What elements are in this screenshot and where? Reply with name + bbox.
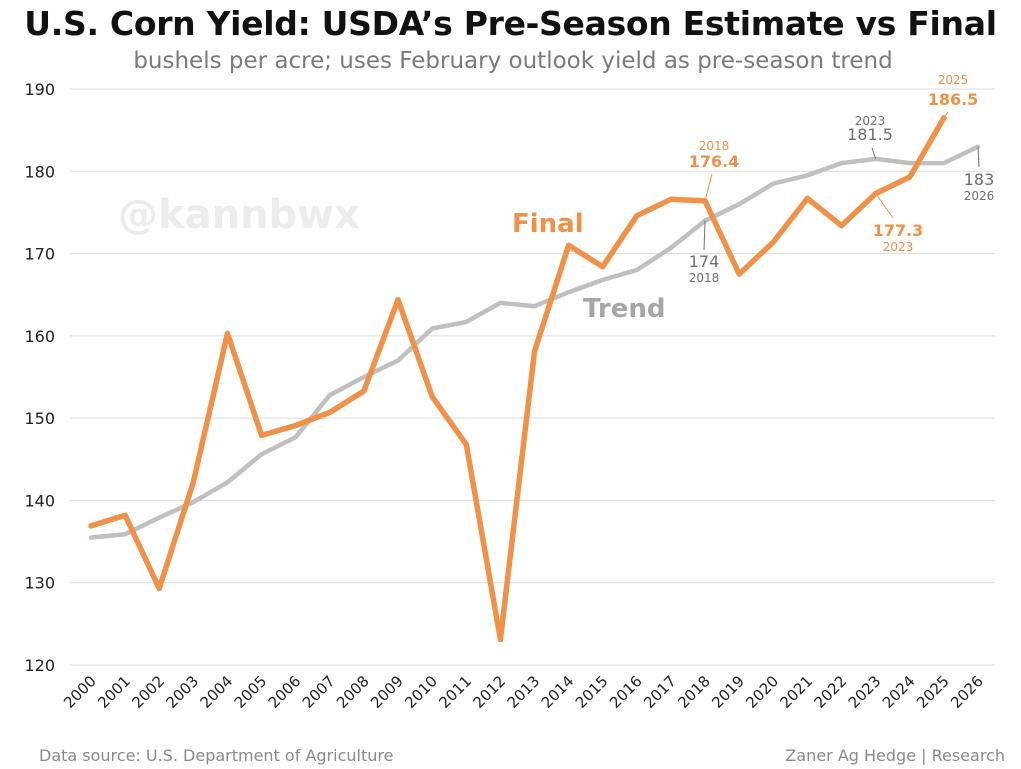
annotation-value: 177.3 <box>873 221 924 240</box>
y-axis-ticks: 120 130 140 150 160 170 180 190 <box>24 80 55 675</box>
x-tick-label: 2024 <box>879 672 919 712</box>
x-tick-label: 2011 <box>435 672 475 712</box>
x-tick-label: 2001 <box>94 672 134 712</box>
x-tick-label: 2009 <box>367 672 407 712</box>
x-tick-label: 2002 <box>128 672 168 712</box>
x-tick-label: 2012 <box>469 672 509 712</box>
series-labels: Final Trend <box>512 209 665 324</box>
y-tick-label: 190 <box>24 80 55 99</box>
annotation-year: 2025 <box>938 73 969 87</box>
annotation-value: 176.4 <box>689 152 740 171</box>
annotation-year: 2023 <box>883 240 914 254</box>
x-tick-label: 2023 <box>845 672 885 712</box>
y-tick-label: 130 <box>24 574 55 593</box>
x-tick-label: 2026 <box>947 672 987 712</box>
annotation-leader <box>977 146 980 168</box>
annotation-year: 2018 <box>699 139 730 153</box>
y-tick-label: 120 <box>24 656 55 675</box>
chart-subtitle: bushels per acre; uses February outlook … <box>133 48 893 74</box>
x-tick-label: 2025 <box>913 672 953 712</box>
credit-note: Zaner Ag Hedge | Research <box>785 746 1005 765</box>
annotation-leader <box>875 193 894 219</box>
watermark: @kannbwx <box>118 192 360 238</box>
y-tick-label: 170 <box>24 245 55 264</box>
annotation-year: 2023 <box>855 114 886 128</box>
x-tick-label: 2019 <box>708 672 748 712</box>
series-label-final: Final <box>512 209 584 239</box>
x-tick-label: 2004 <box>197 672 237 712</box>
y-tick-label: 140 <box>24 491 55 510</box>
x-tick-label: 2010 <box>401 672 441 712</box>
x-tick-label: 2005 <box>231 672 271 712</box>
data-source-note: Data source: U.S. Department of Agricult… <box>39 746 394 765</box>
annotation-year: 2018 <box>689 271 720 285</box>
x-tick-label: 2003 <box>162 672 202 712</box>
x-tick-label: 2014 <box>538 672 578 712</box>
x-tick-label: 2015 <box>572 672 612 712</box>
x-tick-label: 2020 <box>742 672 782 712</box>
annotation-value: 181.5 <box>847 125 893 144</box>
x-tick-label: 2008 <box>333 672 373 712</box>
series-label-trend: Trend <box>583 294 665 324</box>
annotation-leader <box>943 111 949 119</box>
x-tick-label: 2000 <box>60 672 100 712</box>
x-tick-label: 2022 <box>811 672 851 712</box>
y-tick-label: 180 <box>24 162 55 181</box>
x-tick-label: 2021 <box>777 672 817 712</box>
annotation-value: 186.5 <box>928 90 979 109</box>
x-tick-label: 2016 <box>606 672 646 712</box>
series-lines <box>88 115 981 643</box>
annotation-value: 174 <box>689 252 720 271</box>
series-line-trend <box>88 144 981 540</box>
y-tick-label: 150 <box>24 409 55 428</box>
annotations: 176.420181742018177.32023181.52023186.52… <box>689 73 995 285</box>
x-tick-label: 2006 <box>265 672 305 712</box>
x-tick-label: 2017 <box>640 672 680 712</box>
chart-title: U.S. Corn Yield: USDA’s Pre-Season Estim… <box>24 4 997 43</box>
annotation-leader <box>704 173 713 202</box>
annotation-leader <box>871 147 877 160</box>
annotation-leader <box>703 220 706 251</box>
annotation-value: 183 <box>964 170 995 189</box>
x-tick-label: 2013 <box>504 672 544 712</box>
series-line-final <box>88 115 947 643</box>
x-axis-ticks: 2000200120022003200420052006200720082009… <box>60 672 987 712</box>
x-tick-label: 2018 <box>674 672 714 712</box>
x-tick-label: 2007 <box>299 672 339 712</box>
y-tick-label: 160 <box>24 327 55 346</box>
annotation-year: 2026 <box>964 189 995 203</box>
